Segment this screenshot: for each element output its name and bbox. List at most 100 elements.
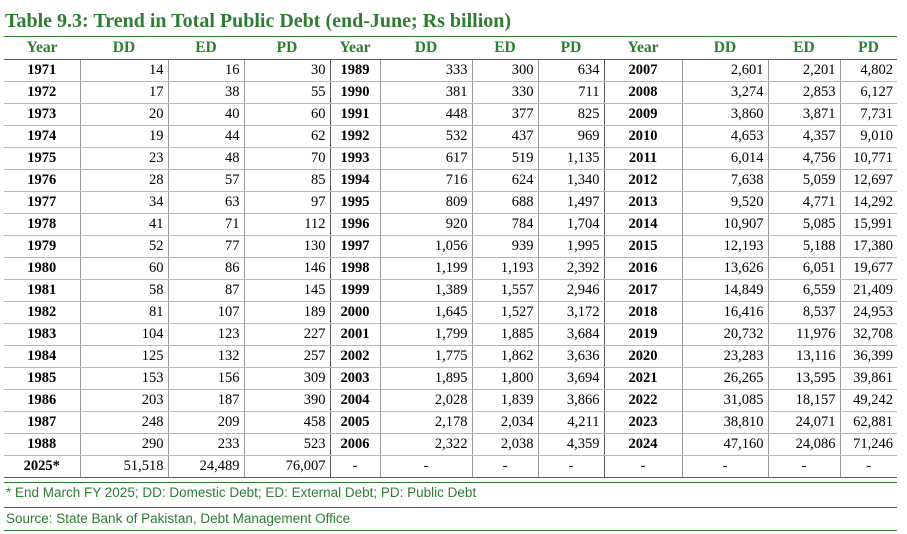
table-row: 1983 104 123 227 2001 1,799 1,885 3,684 2019 20,7…: [4, 323, 897, 346]
table-row: 1975 23 48 70 1993 617 519 1,135 2011 6,014 4,756 1…: [4, 147, 897, 170]
dd-cell: 20: [79, 103, 168, 126]
year-cell: 1995: [329, 191, 380, 214]
table-row: 1978 41 71 112 1996 920 784 1,704 2014 10,907 5,08…: [4, 213, 897, 236]
ed-cell: -: [767, 455, 840, 478]
ed-cell: 2,201: [767, 59, 840, 82]
dd-cell: 10,907: [681, 213, 768, 236]
year-cell: 1992: [329, 125, 380, 148]
ed-cell: 132: [167, 345, 244, 368]
dd-cell: 2,601: [681, 59, 768, 82]
dd-cell: 1,199: [379, 257, 472, 280]
table-row: 1986 203 187 390 2004 2,028 1,839 3,866 2022 31,0…: [4, 389, 897, 412]
table-row: 1977 34 63 97 1995 809 688 1,497 2013 9,520 4,771 1…: [4, 191, 897, 214]
dd-cell: 58: [79, 279, 168, 302]
header-dd: DD: [380, 36, 472, 60]
pd-cell: 60: [243, 103, 330, 126]
year-cell: 2020: [603, 345, 682, 368]
year-cell: 1997: [329, 235, 380, 258]
year-cell: 2023: [603, 411, 682, 434]
divider: [4, 507, 897, 508]
year-cell: 2021: [603, 367, 682, 390]
year-cell: 2004: [329, 389, 380, 412]
ed-cell: 11,976: [767, 323, 840, 346]
year-cell: 2014: [603, 213, 682, 236]
year-cell: 1993: [329, 147, 380, 170]
ed-cell: 38: [167, 81, 244, 104]
pd-cell: 1,340: [537, 169, 604, 192]
divider: [4, 530, 897, 531]
ed-cell: 13,595: [767, 367, 840, 390]
year-cell: 2009: [603, 103, 682, 126]
pd-cell: 390: [243, 389, 330, 412]
ed-cell: 437: [471, 125, 538, 148]
year-cell: 1971: [4, 59, 80, 82]
dd-cell: 248: [79, 411, 168, 434]
dd-cell: 16,416: [681, 301, 768, 324]
ed-cell: 330: [471, 81, 538, 104]
ed-cell: 71: [167, 213, 244, 236]
header-row: Year DD ED PD Year DD ED PD Year DD ED P…: [4, 36, 897, 60]
ed-cell: 3,871: [767, 103, 840, 126]
table-row: 1974 19 44 62 1992 532 437 969 2010 4,653 4,357 9,0…: [4, 125, 897, 148]
year-cell: 1981: [4, 279, 80, 302]
dd-cell: 617: [379, 147, 472, 170]
header-pd: PD: [538, 36, 604, 60]
ed-cell: 233: [167, 433, 244, 456]
ed-cell: 939: [471, 235, 538, 258]
pd-cell: 39,861: [839, 367, 897, 390]
table-row: 2025* 51,518 24,489 76,007- - - - - - - -: [4, 455, 897, 478]
year-cell: 2015: [603, 235, 682, 258]
ed-cell: 16: [167, 59, 244, 82]
dd-cell: 920: [379, 213, 472, 236]
year-cell: 1998: [329, 257, 380, 280]
dd-cell: 14: [79, 59, 168, 82]
year-cell: 1980: [4, 257, 80, 280]
header-year: Year: [330, 36, 380, 60]
header-pd: PD: [244, 36, 330, 60]
pd-cell: 62: [243, 125, 330, 148]
year-cell: 2022: [603, 389, 682, 412]
pd-cell: 97: [243, 191, 330, 214]
table-row: 1973 20 40 60 1991 448 377 825 2009 3,860 3,871 7,7…: [4, 103, 897, 126]
ed-cell: 8,537: [767, 301, 840, 324]
pd-cell: 227: [243, 323, 330, 346]
header-year: Year: [604, 36, 682, 60]
pd-cell: 4,802: [839, 59, 897, 82]
ed-cell: 5,085: [767, 213, 840, 236]
pd-cell: 85: [243, 169, 330, 192]
ed-cell: 44: [167, 125, 244, 148]
table-row: 1971 14 16 30 1989 333 300 634 2007 2,601 2,201 4,8…: [4, 59, 897, 82]
dd-cell: 532: [379, 125, 472, 148]
ed-cell: 1,839: [471, 389, 538, 412]
year-cell: -: [603, 455, 682, 478]
dd-cell: 809: [379, 191, 472, 214]
dd-cell: 333: [379, 59, 472, 82]
year-cell: 2005: [329, 411, 380, 434]
ed-cell: 63: [167, 191, 244, 214]
dd-cell: 125: [79, 345, 168, 368]
ed-cell: 1,193: [471, 257, 538, 280]
pd-cell: 523: [243, 433, 330, 456]
dd-cell: 1,799: [379, 323, 472, 346]
table-row: 1982 81 107 189 2000 1,645 1,527 3,172 2018 16,41…: [4, 301, 897, 324]
dd-cell: -: [681, 455, 768, 478]
pd-cell: 71,246: [839, 433, 897, 456]
ed-cell: 87: [167, 279, 244, 302]
ed-cell: 4,357: [767, 125, 840, 148]
ed-cell: 86: [167, 257, 244, 280]
dd-cell: 4,653: [681, 125, 768, 148]
pd-cell: 130: [243, 235, 330, 258]
dd-cell: 203: [79, 389, 168, 412]
dd-cell: 23,283: [681, 345, 768, 368]
ed-cell: 123: [167, 323, 244, 346]
dd-cell: 14,849: [681, 279, 768, 302]
year-cell: 1978: [4, 213, 80, 236]
ed-cell: 688: [471, 191, 538, 214]
year-cell: 2013: [603, 191, 682, 214]
pd-cell: 2,946: [537, 279, 604, 302]
dd-cell: 716: [379, 169, 472, 192]
pd-cell: 112: [243, 213, 330, 236]
ed-cell: 5,059: [767, 169, 840, 192]
pd-cell: 4,359: [537, 433, 604, 456]
footnote: * End March FY 2025; DD: Domestic Debt; …: [6, 485, 477, 500]
